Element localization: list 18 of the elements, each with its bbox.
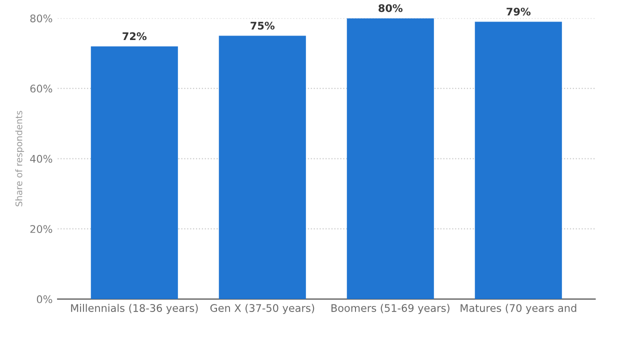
- y-axis-title: Share of respondents: [15, 110, 24, 206]
- x-tick-label: Boomers (51-69 years): [332, 304, 450, 314]
- data-label: 72%: [122, 32, 147, 40]
- y-tick-label: 80%: [30, 14, 52, 22]
- y-tick-label: 20%: [30, 225, 52, 233]
- data-label: 75%: [250, 22, 275, 30]
- data-label: 80%: [378, 4, 403, 12]
- data-label: 79%: [506, 8, 531, 16]
- bar: [218, 36, 306, 300]
- bar: [474, 22, 562, 300]
- y-tick-label: 40%: [30, 154, 52, 163]
- x-tick-label: Millennials (18-36 years): [71, 304, 198, 314]
- y-tick-label: 0%: [36, 295, 52, 304]
- bar: [90, 46, 178, 300]
- x-tick-label: Gen X (37-50 years): [210, 304, 314, 314]
- x-tick-label: Matures (70 years and: [460, 304, 576, 314]
- y-tick-label: 60%: [30, 84, 52, 93]
- bar: [346, 18, 434, 300]
